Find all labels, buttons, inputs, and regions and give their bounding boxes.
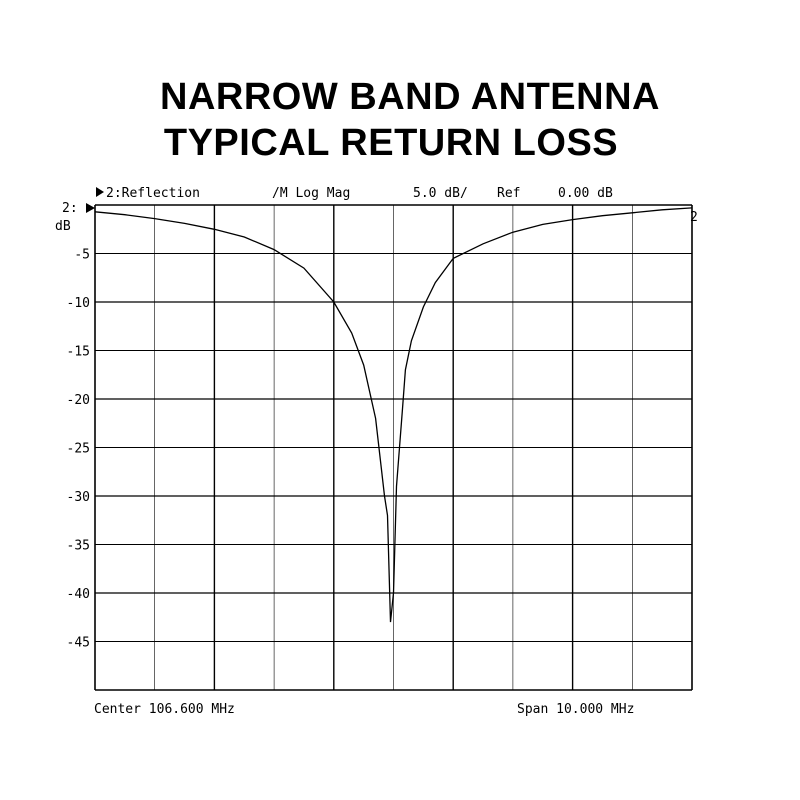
return-loss-trace <box>94 207 693 623</box>
footer-center-frequency: Center 106.600 MHz <box>94 702 235 717</box>
y-tick-label: -5 <box>74 248 90 263</box>
header-ref-value: 0.00 dB <box>558 186 613 201</box>
header-ref-label: Ref <box>497 186 520 201</box>
y-unit-label: dB <box>55 219 71 234</box>
y-tick-label: -35 <box>67 539 90 554</box>
y-tick-label: -40 <box>67 587 90 602</box>
y-tick-label: -25 <box>67 442 90 457</box>
chart-title-line-1: NARROW BAND ANTENNA <box>160 76 660 118</box>
chart-title-line-2: TYPICAL RETURN LOSS <box>163 122 619 164</box>
trace-end-label: 2 <box>690 210 698 225</box>
header-format: /M Log Mag <box>272 186 350 201</box>
footer-span: Span 10.000 MHz <box>517 702 634 717</box>
y-tick-label: -10 <box>67 296 90 311</box>
reference-marker-label: 2: <box>62 201 78 216</box>
grid <box>94 204 693 691</box>
y-tick-label: -15 <box>67 345 90 360</box>
header-channel: 2:Reflection <box>106 186 200 201</box>
y-tick-labels: -5 -10 -15 -20 -25 -30 -35 -40 -45 <box>67 248 90 651</box>
active-channel-marker-icon <box>96 187 104 197</box>
y-tick-label: -45 <box>67 636 90 651</box>
y-tick-label: -30 <box>67 490 90 505</box>
reference-level-arrow-icon <box>86 203 95 213</box>
header-scale: 5.0 dB/ <box>413 186 468 201</box>
y-tick-label: -20 <box>67 393 90 408</box>
